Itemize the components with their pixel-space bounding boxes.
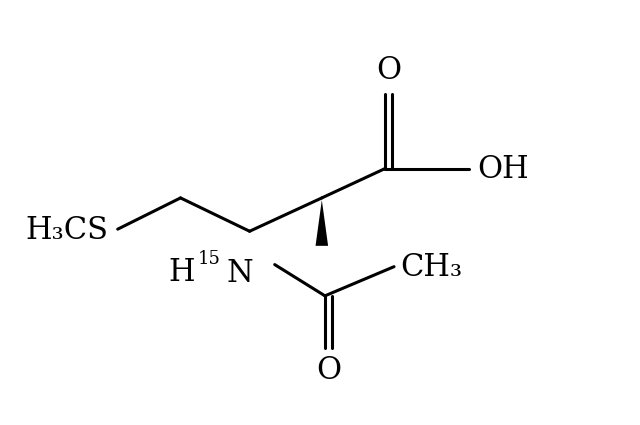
Text: H₃CS: H₃CS	[26, 215, 108, 246]
Text: 15: 15	[198, 249, 220, 267]
Text: N: N	[227, 258, 253, 289]
Text: O: O	[376, 55, 401, 86]
Text: O: O	[316, 355, 341, 386]
Text: OH: OH	[477, 154, 529, 185]
Text: H: H	[168, 258, 195, 289]
Text: CH₃: CH₃	[401, 252, 463, 283]
Polygon shape	[316, 200, 328, 246]
